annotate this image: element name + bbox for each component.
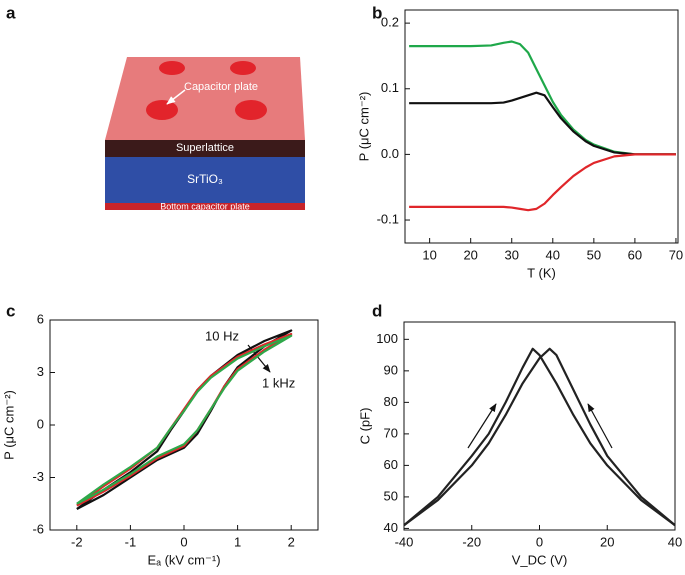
- panel-label: b: [372, 3, 382, 22]
- y-tick-label: 60: [384, 457, 398, 472]
- series-line: [409, 91, 676, 156]
- y-tick-label: 0: [37, 416, 44, 431]
- panel-label: a: [6, 3, 16, 22]
- x-tick-label: -1: [125, 534, 137, 549]
- x-tick-label: 1: [234, 534, 241, 549]
- device-diagram: Capacitor plate Superlattice SrTiO₃ Bott…: [105, 57, 305, 211]
- superlattice-layer: [105, 140, 305, 157]
- y-axis-label: P (μC cm⁻²): [356, 92, 371, 162]
- x-tick-label: 50: [587, 247, 601, 262]
- x-tick-label: 2: [288, 534, 295, 549]
- label: Bottom capacitor plate: [160, 201, 250, 211]
- top-face: [105, 57, 305, 140]
- x-tick-label: 30: [505, 247, 519, 262]
- bottom-plate: [105, 203, 305, 210]
- y-tick-label: 70: [384, 425, 398, 440]
- y-axis-label: C (pF): [357, 408, 372, 445]
- x-tick-label: -20: [462, 534, 481, 549]
- arrow: [467, 403, 497, 449]
- x-axis-label: V_DC (V): [512, 552, 568, 567]
- series-line: [403, 347, 676, 527]
- y-tick-label: 40: [384, 520, 398, 535]
- x-tick-label: 20: [600, 534, 614, 549]
- x-tick-label: 70: [669, 247, 683, 262]
- label: SrTiO₃: [187, 172, 223, 186]
- x-tick-label: 10: [422, 247, 436, 262]
- y-tick-label: 90: [384, 362, 398, 377]
- substrate-layer: [105, 157, 305, 203]
- label: Superlattice: [176, 142, 234, 154]
- x-tick-label: -2: [71, 534, 83, 549]
- arrow: [587, 403, 613, 449]
- x-axis-label: Eₐ (kV cm⁻¹): [147, 552, 220, 567]
- y-tick-label: 0.0: [381, 146, 399, 161]
- panel-label: c: [6, 301, 15, 320]
- series-line: [76, 334, 293, 505]
- x-tick-label: 40: [546, 247, 560, 262]
- series-line: [403, 347, 676, 527]
- x-tick-label: -40: [395, 534, 414, 549]
- series-line: [76, 329, 293, 510]
- y-tick-label: -0.1: [377, 211, 399, 226]
- y-tick-label: -6: [32, 521, 44, 536]
- x-tick-label: 20: [463, 247, 477, 262]
- annotation: 10 Hz: [205, 328, 239, 343]
- panel-label: d: [372, 301, 382, 320]
- arrow: [166, 89, 186, 105]
- y-axis-label: P (μC cm⁻²): [1, 390, 16, 460]
- y-tick-label: 6: [37, 311, 44, 326]
- label: Capacitor plate: [184, 81, 258, 93]
- x-tick-label: 0: [536, 534, 543, 549]
- y-tick-label: 50: [384, 488, 398, 503]
- plot-frame: [403, 321, 676, 531]
- x-tick-label: 0: [180, 534, 187, 549]
- y-tick-label: 3: [37, 364, 44, 379]
- series-line: [409, 153, 676, 212]
- annotation: 1 kHz: [262, 375, 295, 390]
- plate: [146, 100, 178, 120]
- x-axis-label: T (K): [527, 265, 556, 280]
- x-tick-label: 40: [668, 534, 682, 549]
- series-line: [409, 40, 676, 156]
- y-tick-label: 0.2: [381, 15, 399, 30]
- x-tick-label: 60: [628, 247, 642, 262]
- plate: [159, 61, 185, 75]
- plate: [235, 100, 267, 120]
- y-tick-label: 0.1: [381, 80, 399, 95]
- y-tick-label: -3: [32, 469, 44, 484]
- plate: [230, 61, 256, 75]
- y-tick-label: 100: [376, 331, 398, 346]
- plot-frame: [404, 9, 679, 244]
- y-tick-label: 80: [384, 394, 398, 409]
